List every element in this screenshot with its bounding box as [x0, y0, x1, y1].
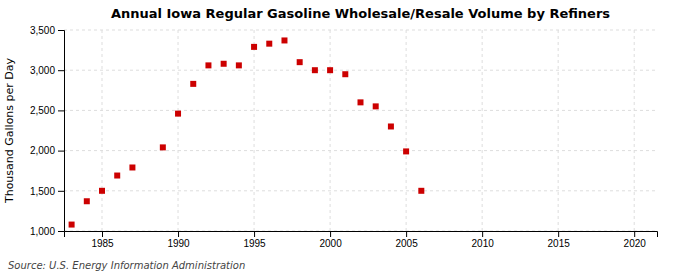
- x-grid-line: [102, 30, 103, 231]
- point: [99, 188, 105, 194]
- x-tick: 2005: [395, 231, 418, 249]
- y-tick-label: 3,000: [30, 65, 55, 76]
- y-axis-label: Thousand Gallons per Day: [3, 57, 16, 204]
- point: [129, 164, 135, 170]
- x-tick-mark: [634, 231, 635, 237]
- point: [236, 62, 242, 68]
- point: [160, 144, 166, 150]
- x-tick-mark: [254, 231, 255, 237]
- x-grid-line: [558, 30, 559, 231]
- x-tick-mark: [406, 231, 407, 237]
- chart: 1985 1990 1995 2000 2005 2010 2015 2020 1,000 1,5…: [0, 0, 675, 275]
- y-grid-line: [64, 70, 657, 71]
- x-grid-line: [254, 30, 255, 231]
- point: [342, 71, 348, 77]
- point: [297, 59, 303, 65]
- x-tick-label: 1985: [91, 238, 114, 249]
- point: [205, 62, 211, 68]
- point: [388, 123, 394, 129]
- point: [403, 148, 409, 154]
- x-grid-line: [406, 30, 407, 231]
- grid: [64, 30, 657, 231]
- point: [221, 61, 227, 67]
- x-tick: 2000: [319, 231, 342, 249]
- y-tick-label: 3,500: [30, 25, 55, 36]
- point: [266, 41, 272, 47]
- x-tick-mark: [102, 231, 103, 237]
- x-tick-label: 1990: [167, 238, 190, 249]
- y-tick: 1,000: [30, 226, 64, 237]
- x-tick-mark: [558, 231, 559, 237]
- x-tick-mark: [482, 231, 483, 237]
- x-tick: 2015: [548, 231, 571, 249]
- x-tick: 2010: [472, 231, 495, 249]
- y-tick: 1,500: [30, 186, 64, 197]
- x-tick-label: 1995: [243, 238, 266, 249]
- y-tick: 2,500: [30, 105, 64, 116]
- y-tick-mark: [58, 110, 64, 111]
- x-axis-line: [65, 232, 658, 238]
- x-grid-line: [482, 30, 483, 231]
- x-tick: 1985: [91, 231, 114, 249]
- x-tick-label: 2010: [472, 238, 495, 249]
- point: [312, 67, 318, 73]
- point: [373, 103, 379, 109]
- point: [114, 173, 120, 179]
- y-tick-mark: [58, 191, 64, 192]
- x-tick-label: 2005: [395, 238, 418, 249]
- plot-area: 1985 1990 1995 2000 2005 2010 2015 2020 1,000 1,5…: [30, 25, 658, 249]
- y-tick-mark: [58, 30, 64, 31]
- y-tick-label: 2,000: [30, 145, 55, 156]
- marks: [69, 37, 425, 227]
- x-tick-label: 2000: [319, 238, 342, 249]
- y-tick: 3,000: [30, 65, 64, 76]
- x-grid-line: [330, 30, 331, 231]
- point: [281, 37, 287, 43]
- y-axis-line: [58, 31, 65, 232]
- point: [69, 222, 75, 228]
- point: [418, 188, 424, 194]
- point: [190, 81, 196, 87]
- x-grid-line: [634, 30, 635, 231]
- y-grid-line: [64, 190, 657, 191]
- y-tick-label: 2,500: [30, 105, 55, 116]
- x-tick-mark: [178, 231, 179, 237]
- x-grid-line: [178, 30, 179, 231]
- y-tick: 3,500: [30, 25, 64, 36]
- point: [84, 198, 90, 204]
- y-tick-label: 1,500: [30, 186, 55, 197]
- point: [358, 99, 364, 105]
- y-tick: 2,000: [30, 145, 64, 156]
- y-tick-mark: [58, 70, 64, 71]
- x-tick: 1995: [243, 231, 266, 249]
- y-tick-mark: [58, 231, 64, 232]
- x-tick: 2020: [624, 231, 647, 249]
- y-axis: 1,000 1,500 2,000 2,500 3,000 3,500: [30, 25, 65, 237]
- point: [251, 44, 257, 50]
- point: [175, 111, 181, 117]
- x-tick: 1990: [167, 231, 190, 249]
- y-grid-line: [64, 150, 657, 151]
- x-tick-label: 2015: [548, 238, 571, 249]
- point: [327, 67, 333, 73]
- y-tick-label: 1,000: [30, 226, 55, 237]
- y-grid-line: [64, 110, 657, 111]
- title: Annual Iowa Regular Gasoline Wholesale/R…: [111, 6, 610, 21]
- x-axis: 1985 1990 1995 2000 2005 2010 2015 2020: [65, 231, 658, 249]
- annotation: Source: U.S. Energy Information Administ…: [8, 260, 245, 271]
- x-tick-mark: [330, 231, 331, 237]
- x-tick-label: 2020: [624, 238, 647, 249]
- y-grid-line: [64, 30, 657, 31]
- y-tick-mark: [58, 151, 64, 152]
